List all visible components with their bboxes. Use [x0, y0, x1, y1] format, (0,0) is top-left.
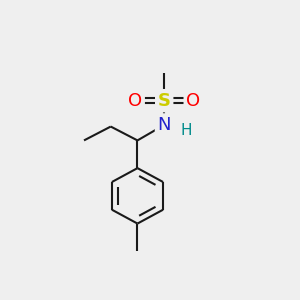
Text: S: S: [158, 92, 171, 110]
Text: O: O: [128, 92, 142, 110]
Text: H: H: [181, 123, 192, 138]
Text: O: O: [186, 92, 200, 110]
Text: N: N: [158, 116, 171, 134]
